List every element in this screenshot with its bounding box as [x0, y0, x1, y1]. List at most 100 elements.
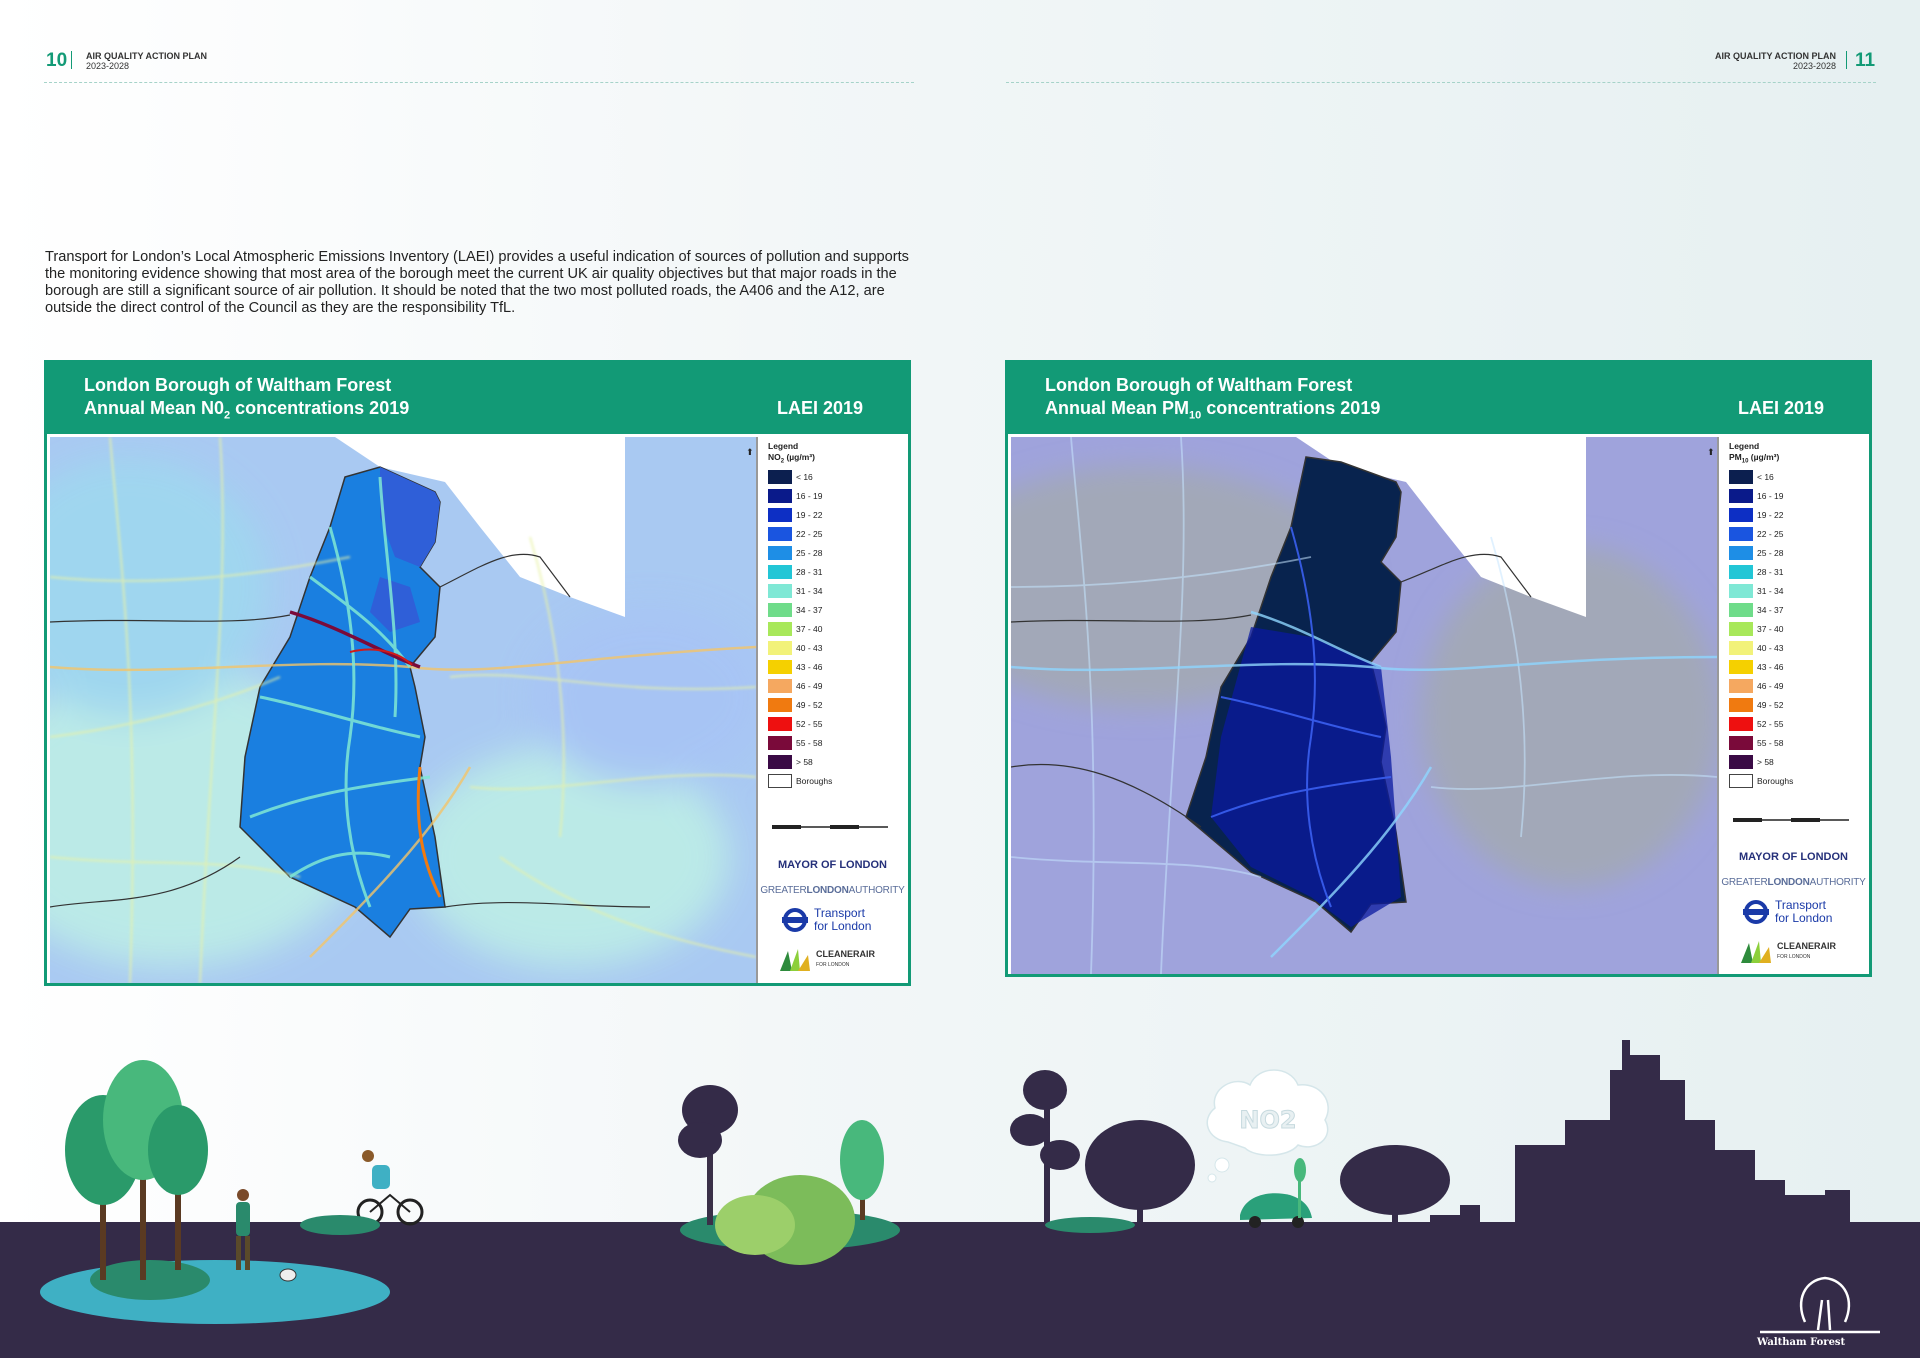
- legend-label: Boroughs: [796, 776, 833, 786]
- landscape-illustration: NO2: [40, 1040, 1880, 1334]
- legend-swatch: [1729, 527, 1753, 541]
- legend-label: 52 - 55: [1757, 719, 1784, 729]
- legend-entry: > 58: [768, 755, 813, 769]
- header-title: AIR QUALITY ACTION PLAN: [1715, 51, 1836, 61]
- waltham-forest-logo: Waltham Forest: [1757, 1337, 1846, 1348]
- legend-label: 37 - 40: [796, 624, 823, 634]
- legend-label: < 16: [796, 472, 813, 482]
- tfl-logo: Transport for London: [1743, 899, 1832, 925]
- legend-label: 43 - 46: [1757, 662, 1784, 672]
- legend-entry: 46 - 49: [768, 679, 822, 693]
- legend-entry: 37 - 40: [768, 622, 822, 636]
- legend-entry: 43 - 46: [1729, 660, 1783, 674]
- legend-swatch: [768, 470, 792, 484]
- cyclist-icon: [356, 1150, 424, 1226]
- laei-badge: LAEI 2019: [1737, 398, 1824, 418]
- legend-swatch: [768, 774, 792, 788]
- legend-label: 19 - 22: [796, 510, 823, 520]
- header-years: 2023-2028: [86, 61, 130, 71]
- legend-swatch: [768, 755, 792, 769]
- legend-label: 34 - 37: [1757, 605, 1784, 615]
- legend-swatch: [1729, 470, 1753, 484]
- tree-icon: [678, 1085, 884, 1225]
- legend-entry: 19 - 22: [1729, 508, 1783, 522]
- legend-swatch: [768, 546, 792, 560]
- legend-label: 55 - 58: [1757, 738, 1784, 748]
- panel-header: London Borough of Waltham Forest Annual …: [1008, 363, 1869, 434]
- cleaner-air-logo: CLEANERAIR FOR LONDON: [1739, 939, 1836, 965]
- legend-entry: < 16: [1729, 470, 1774, 484]
- legend-label: 52 - 55: [796, 719, 823, 729]
- cloud-label: NO2: [1239, 1106, 1296, 1134]
- legend-swatch: [1729, 736, 1753, 750]
- legend-label: 31 - 34: [796, 586, 823, 596]
- tree-icon: [65, 1060, 208, 1280]
- legend-entry: 28 - 31: [1729, 565, 1783, 579]
- legend-label: 40 - 43: [796, 643, 823, 653]
- map-legend: ⬆ Legend NO2 (µg/m³) < 16 16 - 19 19 - 22 22…: [746, 437, 907, 983]
- legend-label: 19 - 22: [1757, 510, 1784, 520]
- intro-paragraph: Transport for London’s Local Atmospheric…: [45, 249, 909, 316]
- legend-entry: 52 - 55: [768, 717, 822, 731]
- legend-swatch: [1729, 603, 1753, 617]
- leaf-icon: [1741, 941, 1771, 963]
- header-rule-right: [1006, 82, 1876, 83]
- legend-entry: 16 - 19: [1729, 489, 1783, 503]
- legend-entry: 55 - 58: [1729, 736, 1783, 750]
- legend-swatch: [768, 603, 792, 617]
- legend-entry: 25 - 28: [768, 546, 822, 560]
- map-title: London Borough of Waltham Forest: [1045, 375, 1353, 395]
- legend-swatch: [768, 679, 792, 693]
- legend-label: 40 - 43: [1757, 643, 1784, 653]
- person-walking-dog-icon: [236, 1189, 297, 1282]
- legend-label: 37 - 40: [1757, 624, 1784, 634]
- legend-entry: 46 - 49: [1729, 679, 1783, 693]
- legend-swatch: [1729, 508, 1753, 522]
- legend-entry: 40 - 43: [1729, 641, 1783, 655]
- legend-swatch: [1729, 698, 1753, 712]
- legend-swatch: [768, 717, 792, 731]
- scale-bar: [772, 825, 888, 829]
- legend-swatch: [1729, 641, 1753, 655]
- gla-logo: GREATERLONDONAUTHORITY: [1721, 877, 1866, 888]
- unmodelled-area: [335, 437, 625, 617]
- no2-cloud-icon: NO2: [1206, 1069, 1329, 1183]
- legend-entry: 16 - 19: [768, 489, 822, 503]
- legend-swatch: [1729, 622, 1753, 636]
- waltham-forest-logo-icon: [1760, 1276, 1880, 1334]
- legend-label: Boroughs: [1757, 776, 1794, 786]
- legend-entry: 49 - 52: [768, 698, 822, 712]
- legend-swatch: [1729, 546, 1753, 560]
- header-divider-left: [71, 51, 72, 69]
- legend-entry: 22 - 25: [1729, 527, 1783, 541]
- legend-swatch: [1729, 565, 1753, 579]
- tfl-roundel-icon: [1743, 900, 1769, 924]
- legend-entry: 22 - 25: [768, 527, 822, 541]
- legend-swatch: [768, 489, 792, 503]
- header-title: AIR QUALITY ACTION PLAN: [86, 51, 207, 61]
- mayor-of-london-logo: MAYOR OF LONDON: [778, 859, 887, 871]
- unmodelled-area: [1296, 437, 1586, 617]
- legend-title: Legend NO2 (µg/m³): [768, 441, 815, 465]
- legend-swatch: [768, 736, 792, 750]
- page-number-left: 10: [46, 50, 68, 71]
- legend-swatch: [768, 698, 792, 712]
- legend-entry: 52 - 55: [1729, 717, 1783, 731]
- pm10-concentration-map: [1011, 437, 1717, 974]
- legend-swatch: [1729, 755, 1753, 769]
- legend-swatch: [768, 584, 792, 598]
- map-title: London Borough of Waltham Forest: [84, 375, 392, 395]
- map-panel-no2: London Borough of Waltham Forest Annual …: [44, 360, 911, 986]
- legend-label: 28 - 31: [1757, 567, 1784, 577]
- header-divider-right: [1846, 51, 1847, 69]
- legend-label: 16 - 19: [1757, 491, 1784, 501]
- legend-swatch: [768, 527, 792, 541]
- legend-entry: 37 - 40: [1729, 622, 1783, 636]
- legend-entry: 49 - 52: [1729, 698, 1783, 712]
- legend-label: < 16: [1757, 472, 1774, 482]
- legend-entry: 43 - 46: [768, 660, 822, 674]
- legend-swatch: [1729, 774, 1753, 788]
- legend-swatch: [768, 565, 792, 579]
- legend-entry: 40 - 43: [768, 641, 822, 655]
- legend-entry: 34 - 37: [1729, 603, 1783, 617]
